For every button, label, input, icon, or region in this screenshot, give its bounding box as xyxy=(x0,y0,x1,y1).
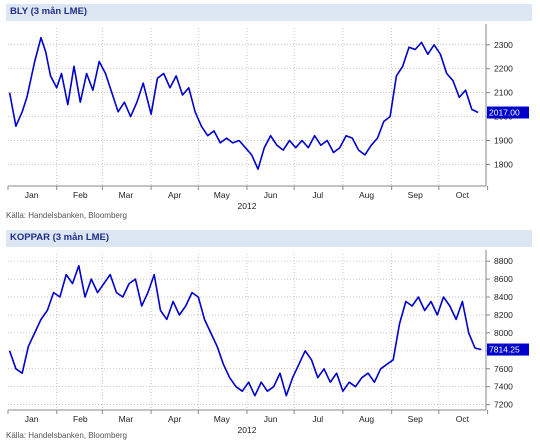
lead-year-label: 2012 xyxy=(238,201,257,211)
copper-y-tick-label: 7400 xyxy=(494,382,513,392)
copper-y-tick-label: 7200 xyxy=(494,400,513,410)
lead-x-tick-label: Jan xyxy=(25,190,39,200)
lead-chart-header: BLY (3 mån LME) xyxy=(6,4,532,21)
copper-x-tick-label: Aug xyxy=(359,414,374,424)
copper-chart-plot: 720074007600780080008200840086008800JanF… xyxy=(7,250,529,435)
lead-chart-panel: BLY (3 mån LME) 180019002000210022002300… xyxy=(6,4,532,226)
copper-price-line xyxy=(8,264,482,397)
lead-price-line xyxy=(8,36,479,170)
copper-year-label: 2012 xyxy=(238,425,257,435)
copper-x-tick-label: Sep xyxy=(408,414,423,424)
copper-x-tick-label: Jul xyxy=(312,414,323,424)
copper-chart-source: Källa: Handelsbanken, Bloomberg xyxy=(6,431,127,440)
lead-last-value-label: 2017.00 xyxy=(487,106,529,119)
copper-y-tick-label: 8600 xyxy=(494,274,513,284)
copper-x-tick-label: Jan xyxy=(25,414,39,424)
copper-y-tick-label: 8800 xyxy=(494,256,513,266)
lead-x-tick-label: May xyxy=(214,190,231,200)
lead-x-tick-label: Aug xyxy=(359,190,374,200)
copper-y-tick-label: 8400 xyxy=(494,292,513,302)
copper-y-tick-label: 7600 xyxy=(494,364,513,374)
copper-chart-title: KOPPAR (3 mån LME) xyxy=(10,232,110,243)
lead-chart-title: BLY (3 mån LME) xyxy=(10,6,88,17)
lead-y-tick-label: 2200 xyxy=(494,64,513,74)
lead-y-tick-label: 2300 xyxy=(494,40,513,50)
copper-x-tick-label: Mar xyxy=(119,414,134,424)
copper-chart-header: KOPPAR (3 mån LME) xyxy=(6,230,532,247)
copper-chart-panel: KOPPAR (3 mån LME) 720074007600780080008… xyxy=(6,230,532,442)
lead-chart-source: Källa: Handelsbanken, Bloomberg xyxy=(6,211,127,220)
copper-y-tick-label: 8200 xyxy=(494,310,513,320)
lead-x-tick-label: Sep xyxy=(408,190,423,200)
lead-last-value-box xyxy=(487,106,529,119)
copper-x-tick-label: Jun xyxy=(264,414,278,424)
lead-x-tick-label: Apr xyxy=(168,190,181,200)
lead-last-value-text: 2017.00 xyxy=(489,108,520,118)
copper-last-value-box xyxy=(487,343,529,356)
copper-x-tick-label: Feb xyxy=(73,414,88,424)
lead-x-tick-label: Feb xyxy=(73,190,88,200)
lead-x-tick-label: Jul xyxy=(312,190,323,200)
lead-y-tick-label: 1900 xyxy=(494,136,513,146)
copper-x-tick-label: May xyxy=(214,414,231,424)
copper-x-tick-label: Apr xyxy=(168,414,181,424)
lead-x-tick-label: Jun xyxy=(264,190,278,200)
lead-y-tick-label: 1800 xyxy=(494,159,513,169)
copper-y-tick-label: 8000 xyxy=(494,328,513,338)
copper-last-value-label: 7814.25 xyxy=(487,343,529,356)
lead-y-tick-label: 2100 xyxy=(494,88,513,98)
lead-x-tick-label: Mar xyxy=(119,190,134,200)
copper-last-value-text: 7814.25 xyxy=(489,345,520,355)
lead-x-tick-label: Oct xyxy=(456,190,470,200)
copper-x-tick-label: Oct xyxy=(456,414,470,424)
lead-chart-plot: 180019002000210022002300JanFebMarAprMayJ… xyxy=(7,24,529,211)
